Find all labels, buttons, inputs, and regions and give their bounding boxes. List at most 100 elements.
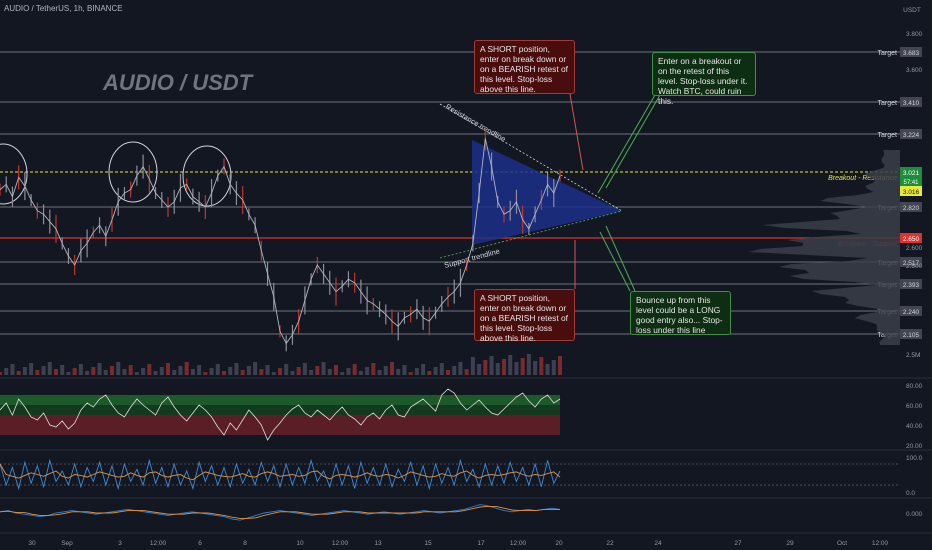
volume-bar (91, 367, 96, 375)
rsi-axis-tick: 80.00 (906, 383, 923, 390)
volume-bar (290, 371, 295, 375)
target-value: 2.517 (903, 260, 920, 267)
price-line (0, 138, 561, 345)
target-value: 2.240 (903, 309, 920, 316)
volume-bar (396, 369, 401, 375)
volume-bar (309, 370, 314, 375)
volume-bar (172, 370, 177, 375)
volume-bar (97, 363, 102, 375)
stoch-axis-tick: 100.0 (906, 455, 923, 462)
volume-bar (514, 362, 519, 375)
note-long-bounce: Bounce up from this level could be a LON… (630, 291, 731, 335)
x-axis-tick: 20 (555, 540, 563, 547)
arrow-long-bounce-a (599, 231, 631, 292)
volume-bar (41, 366, 46, 375)
x-axis-tick: Oct (837, 540, 847, 547)
volume-bar (265, 365, 270, 375)
macd-line (0, 504, 561, 521)
volume-bar (377, 370, 382, 375)
x-axis-tick: 13 (374, 540, 382, 547)
volume-bar (134, 372, 139, 375)
volume-bar (483, 360, 488, 375)
volume-bar (197, 365, 202, 375)
volume-bar (29, 363, 34, 375)
arrow-short-top (569, 93, 584, 171)
arrow-long-breakout-b (605, 94, 661, 189)
x-axis-tick: 12:00 (150, 540, 167, 547)
current-price-text: 3.021 (903, 170, 920, 177)
volume-bar (16, 371, 21, 375)
highlight-circle (108, 141, 158, 203)
volume-bar (558, 356, 562, 375)
volume-bar (190, 369, 195, 375)
macd-axis-tick: 0.000 (906, 511, 923, 518)
volume-bar (240, 370, 245, 375)
volume-bar (209, 368, 214, 375)
volume-bar (452, 366, 457, 375)
volume-bar (526, 354, 531, 375)
support-price-tag (900, 233, 922, 243)
volume-bar (278, 368, 282, 375)
volume-bar (215, 364, 220, 375)
target-value: 3.683 (903, 50, 920, 57)
rsi-axis-tick: 60.00 (906, 403, 923, 410)
target-tag (900, 97, 922, 107)
volume-bar (184, 362, 189, 375)
support-price-text: 2.650 (903, 236, 920, 243)
x-axis-tick: 6 (198, 540, 202, 547)
volume-bar (439, 363, 444, 375)
note-short-top: A SHORT position, enter on break down or… (474, 40, 575, 94)
volume-bar (489, 356, 494, 375)
volume-bar (408, 372, 413, 375)
stoch-d-line (0, 463, 561, 481)
volume-bar (365, 367, 370, 375)
volume-bar (545, 364, 550, 375)
x-axis-tick: 12:00 (510, 540, 527, 547)
resistance-price-text: 3.016 (903, 189, 920, 196)
volume-bar (141, 368, 146, 375)
target-value: 3.410 (903, 100, 920, 107)
volume-bar (321, 362, 326, 375)
x-axis-tick: 10 (296, 540, 304, 547)
target-tag (900, 329, 922, 339)
volume-bar (122, 369, 127, 375)
volume-bar (0, 372, 2, 375)
price-axis-tick: 2.500 (906, 263, 923, 270)
countdown-text: 57:41 (903, 180, 919, 186)
stoch-k-line (0, 458, 561, 491)
price-axis-tick: 3.600 (906, 67, 923, 74)
volume-bar (85, 371, 90, 375)
volume-bar (421, 364, 426, 375)
volume-bar (352, 364, 357, 375)
x-axis-tick: Sep (61, 540, 73, 547)
volume-bar (315, 366, 320, 375)
x-axis-tick: 8 (243, 540, 247, 547)
countdown-tag (900, 177, 922, 186)
volume-bar (464, 369, 469, 375)
volume-bar (116, 362, 121, 375)
volume-bar (271, 372, 276, 375)
volume-bar (284, 364, 289, 375)
target-tag (900, 257, 922, 267)
resistance-price-tag (900, 186, 922, 196)
rsi-axis-tick: 40.00 (906, 423, 923, 430)
highlight-circle (182, 145, 232, 207)
x-axis-tick: 30 (28, 540, 36, 547)
volume-bar (203, 372, 208, 375)
note-short-bottom: A SHORT position, enter on break down or… (474, 289, 575, 343)
volume-bar (246, 366, 251, 375)
target-tag (900, 129, 922, 139)
volume-bar (539, 357, 544, 375)
breakout-resistance-label: Breakout - Resistance (828, 175, 897, 182)
rsi-line (0, 388, 561, 441)
volume-bar (10, 364, 15, 375)
volume-bar (551, 360, 556, 375)
volume-bar (47, 362, 52, 375)
volume-bar (302, 363, 307, 375)
volume-bar (54, 369, 58, 375)
rsi-lower-band (0, 415, 560, 435)
volume-bar (427, 371, 432, 375)
x-axis-tick: 29 (786, 540, 794, 547)
